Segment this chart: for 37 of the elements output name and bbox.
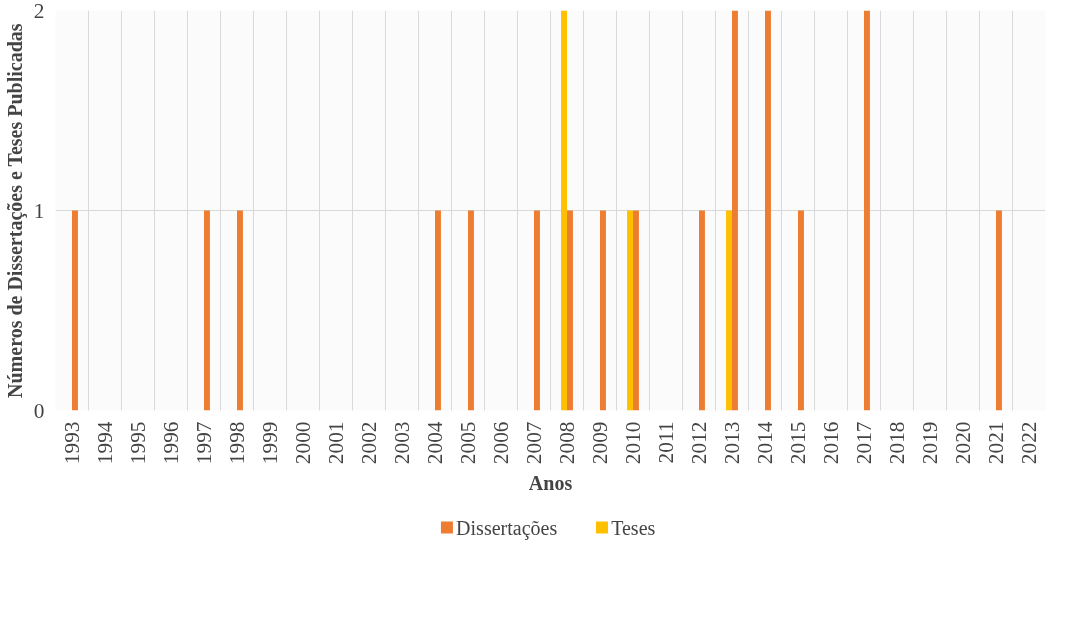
legend-label: Dissertações bbox=[456, 516, 558, 540]
x-tick-label: 2005 bbox=[456, 421, 480, 465]
x-axis-title: Anos bbox=[528, 472, 573, 495]
x-tick-label: 2002 bbox=[357, 421, 381, 465]
x-tick-label: 1995 bbox=[126, 421, 150, 465]
x-tick-label: 2016 bbox=[819, 421, 843, 465]
x-tick-label: 2009 bbox=[588, 421, 612, 465]
x-tick-label: 2022 bbox=[1017, 421, 1041, 465]
x-tick-label: 2007 bbox=[522, 421, 546, 465]
y-tick-label: 2 bbox=[33, 0, 45, 23]
x-tick-label: 2012 bbox=[687, 421, 711, 465]
x-tick-label: 2004 bbox=[423, 421, 447, 465]
x-tick-label: 1997 bbox=[192, 421, 216, 465]
x-tick-label: 2010 bbox=[621, 421, 645, 465]
legend-label: Teses bbox=[611, 516, 656, 539]
x-tick-label: 2000 bbox=[291, 421, 315, 465]
x-tick-label: 2019 bbox=[918, 421, 942, 465]
x-tick-label: 2014 bbox=[753, 421, 777, 465]
x-tick-label: 2020 bbox=[951, 421, 975, 465]
x-tick-label: 2001 bbox=[324, 421, 348, 465]
x-tick-label: 2006 bbox=[489, 421, 513, 465]
x-tick-label: 1993 bbox=[60, 421, 84, 465]
y-tick-label: 0 bbox=[33, 398, 45, 423]
x-tick-label: 2003 bbox=[390, 421, 414, 465]
x-tick-label: 1994 bbox=[93, 421, 117, 465]
x-tick-label: 1999 bbox=[258, 421, 282, 465]
y-axis-title: Números de Dissertações e Teses Publicadas bbox=[3, 23, 27, 398]
x-tick-label: 2018 bbox=[885, 421, 909, 465]
x-tick-label: 2017 bbox=[852, 421, 876, 465]
x-tick-label: 2013 bbox=[720, 421, 744, 465]
x-tick-label: 2021 bbox=[984, 421, 1008, 465]
x-tick-label: 1998 bbox=[225, 421, 249, 465]
y-tick-label: 1 bbox=[33, 198, 45, 223]
x-tick-label: 2008 bbox=[555, 421, 579, 465]
x-tick-label: 1996 bbox=[159, 421, 183, 465]
x-tick-label: 2011 bbox=[654, 421, 678, 464]
x-tick-label: 2015 bbox=[786, 421, 810, 465]
